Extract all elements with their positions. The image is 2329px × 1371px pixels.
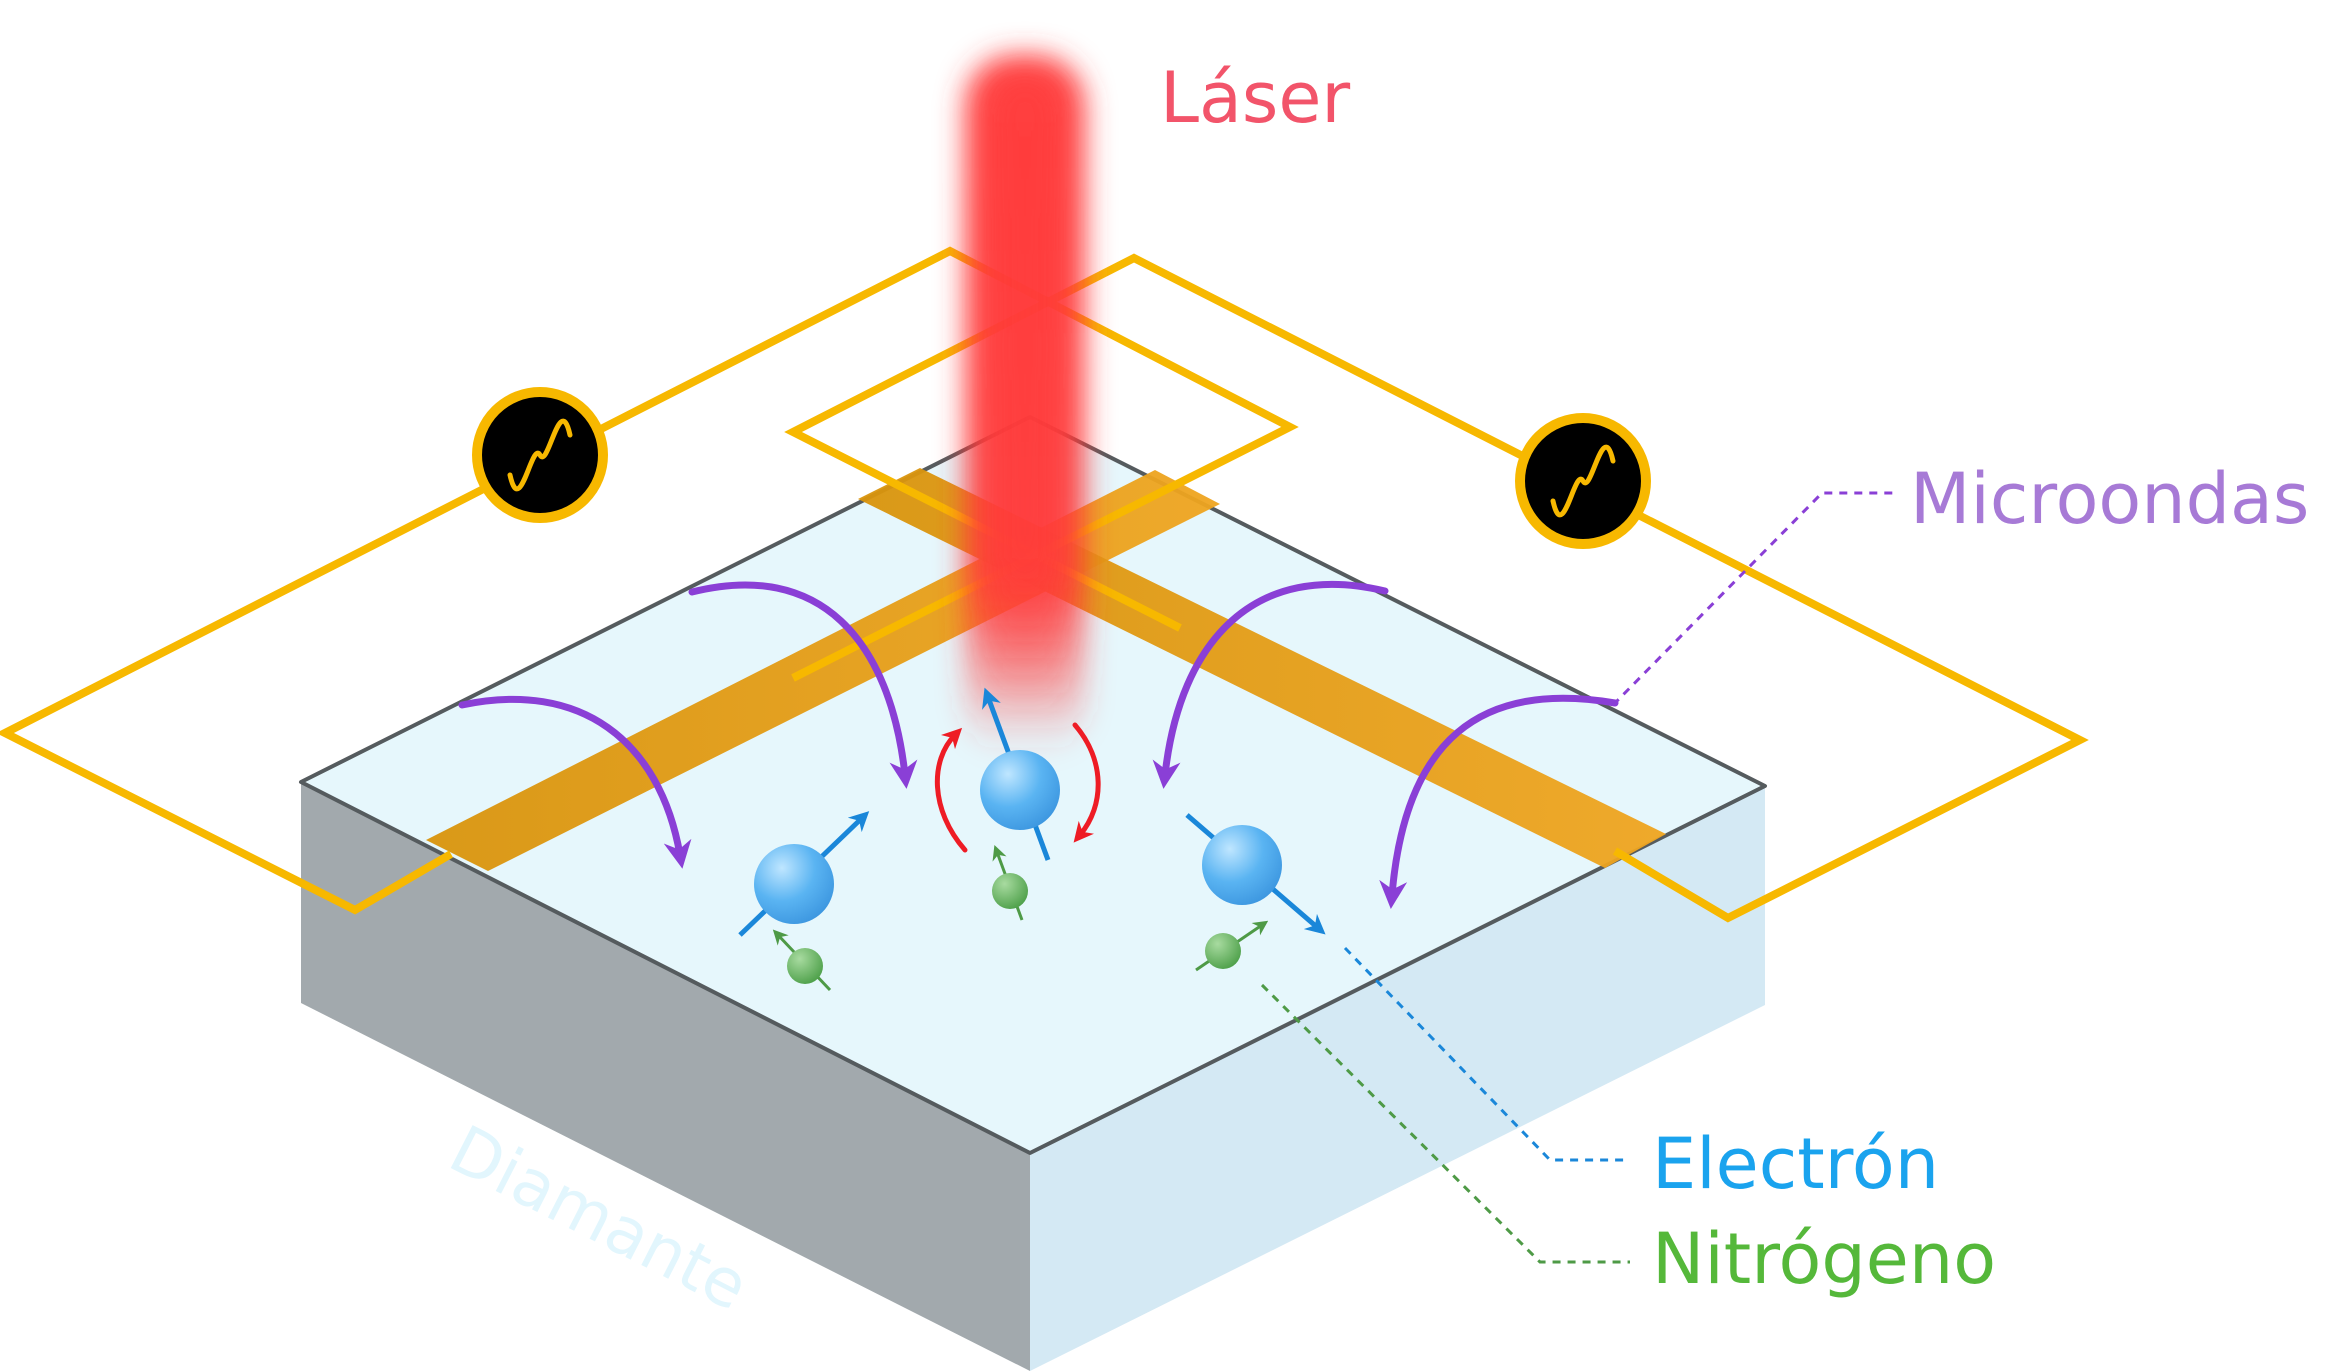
label-laser: Láser xyxy=(1160,57,1350,139)
laser-beam xyxy=(965,55,1085,755)
field-arrow-2 xyxy=(688,581,918,789)
ac-source-left xyxy=(472,387,608,523)
diamond-right-face xyxy=(1030,786,1765,1371)
leader-electron xyxy=(1343,946,1630,1162)
nitrogen xyxy=(992,873,1028,909)
nitrogen xyxy=(1205,933,1241,969)
nv-center-right xyxy=(1185,813,1326,972)
precession-arrow-right xyxy=(1072,722,1101,843)
ac-source-right xyxy=(1515,413,1651,549)
label-nitrogen: Nitrógeno xyxy=(1652,1218,1996,1300)
label-electron: Electrón xyxy=(1652,1123,1939,1205)
label-microwaves: Microondas xyxy=(1910,458,2309,540)
diamond-left-face xyxy=(301,782,1030,1371)
nitrogen xyxy=(787,948,823,984)
leader-microwaves xyxy=(1611,491,1897,707)
field-arrow-3 xyxy=(1152,580,1389,789)
field-arrows xyxy=(458,580,1619,909)
leader-nitrogen xyxy=(1260,983,1630,1264)
nv-center-middle xyxy=(980,687,1060,921)
nv-center-left xyxy=(738,811,870,992)
electron xyxy=(980,750,1060,830)
field-arrow-1 xyxy=(458,695,692,869)
electron xyxy=(1202,825,1282,905)
field-arrow-4 xyxy=(1379,694,1619,909)
electron xyxy=(754,844,834,924)
precession-arrows xyxy=(934,722,1101,853)
precession-arrow-left xyxy=(934,727,968,853)
wire-left-outer xyxy=(0,246,1299,915)
